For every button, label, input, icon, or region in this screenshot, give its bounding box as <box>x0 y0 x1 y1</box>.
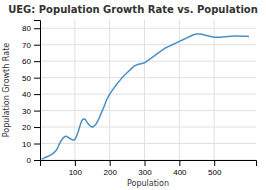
tick: 10 <box>22 140 40 149</box>
grid <box>40 20 256 160</box>
grid-line <box>40 77 256 78</box>
tick: 50 <box>22 74 40 83</box>
tick-mark <box>34 160 40 161</box>
y-axis-title: Population Growth Rate <box>2 43 11 137</box>
tick-mark <box>145 160 146 166</box>
tick-mark <box>34 127 40 128</box>
tick-label: 30 <box>22 107 31 116</box>
tick: 0 <box>27 156 40 165</box>
tick-label: 60 <box>22 57 31 66</box>
tick-label: 80 <box>22 24 31 33</box>
tick-label: 0 <box>27 156 32 165</box>
tick-label: 300 <box>138 168 152 177</box>
tick-mark <box>34 28 40 29</box>
axis-line <box>34 21 41 161</box>
tick-mark <box>34 111 40 112</box>
tick-label: 40 <box>22 90 31 99</box>
grid-line <box>40 110 256 111</box>
x-axis: 100 200 300 400 500 <box>41 160 257 177</box>
y-axis: 0 10 20 30 40 50 60 70 80 <box>22 21 40 166</box>
title: UEG: Population Growth Rate vs. Populati… <box>8 4 258 15</box>
grid-line <box>40 44 256 45</box>
plot: 100 200 300 400 500 0 10 20 30 40 50 60 70 80 <box>22 20 256 177</box>
tick: 30 <box>22 107 40 116</box>
tick-mark <box>34 94 40 95</box>
tick-label: 100 <box>69 168 83 177</box>
tick: 60 <box>22 57 40 66</box>
tick-mark <box>110 160 111 166</box>
grid-line <box>40 143 256 144</box>
grid-line <box>40 127 256 128</box>
chart: 100 200 300 400 500 0 10 20 30 40 50 60 70 80 UEG: Pop… <box>0 0 266 190</box>
tick: 300 <box>138 160 152 177</box>
tick-label: 500 <box>208 168 222 177</box>
tick: 20 <box>22 123 40 132</box>
x-axis-title: Population <box>127 179 169 188</box>
tick-label: 200 <box>103 168 117 177</box>
grid-line <box>109 20 110 160</box>
tick-label: 70 <box>22 41 31 50</box>
tick-label: 400 <box>173 168 187 177</box>
tick-mark <box>75 160 76 166</box>
tick: 400 <box>173 160 187 177</box>
tick-mark <box>214 160 215 166</box>
tick-label: 20 <box>22 123 31 132</box>
tick-mark <box>179 160 180 166</box>
marks <box>42 34 249 159</box>
tick-mark <box>34 45 40 46</box>
grid-line <box>40 94 256 95</box>
tick: 500 <box>208 160 222 177</box>
tick-label: 10 <box>22 140 31 149</box>
grid-line <box>40 28 256 29</box>
axis-line <box>41 161 257 167</box>
tick-mark <box>34 144 40 145</box>
tick: 200 <box>103 160 117 177</box>
tick-label: 50 <box>22 74 31 83</box>
line <box>42 34 249 159</box>
tick-mark <box>34 61 40 62</box>
grid-line <box>214 20 215 160</box>
grid-line <box>144 20 145 160</box>
tick-mark <box>34 78 40 79</box>
tick: 100 <box>69 160 83 177</box>
tick: 40 <box>22 90 40 99</box>
tick: 70 <box>22 41 40 50</box>
tick: 80 <box>22 24 40 33</box>
